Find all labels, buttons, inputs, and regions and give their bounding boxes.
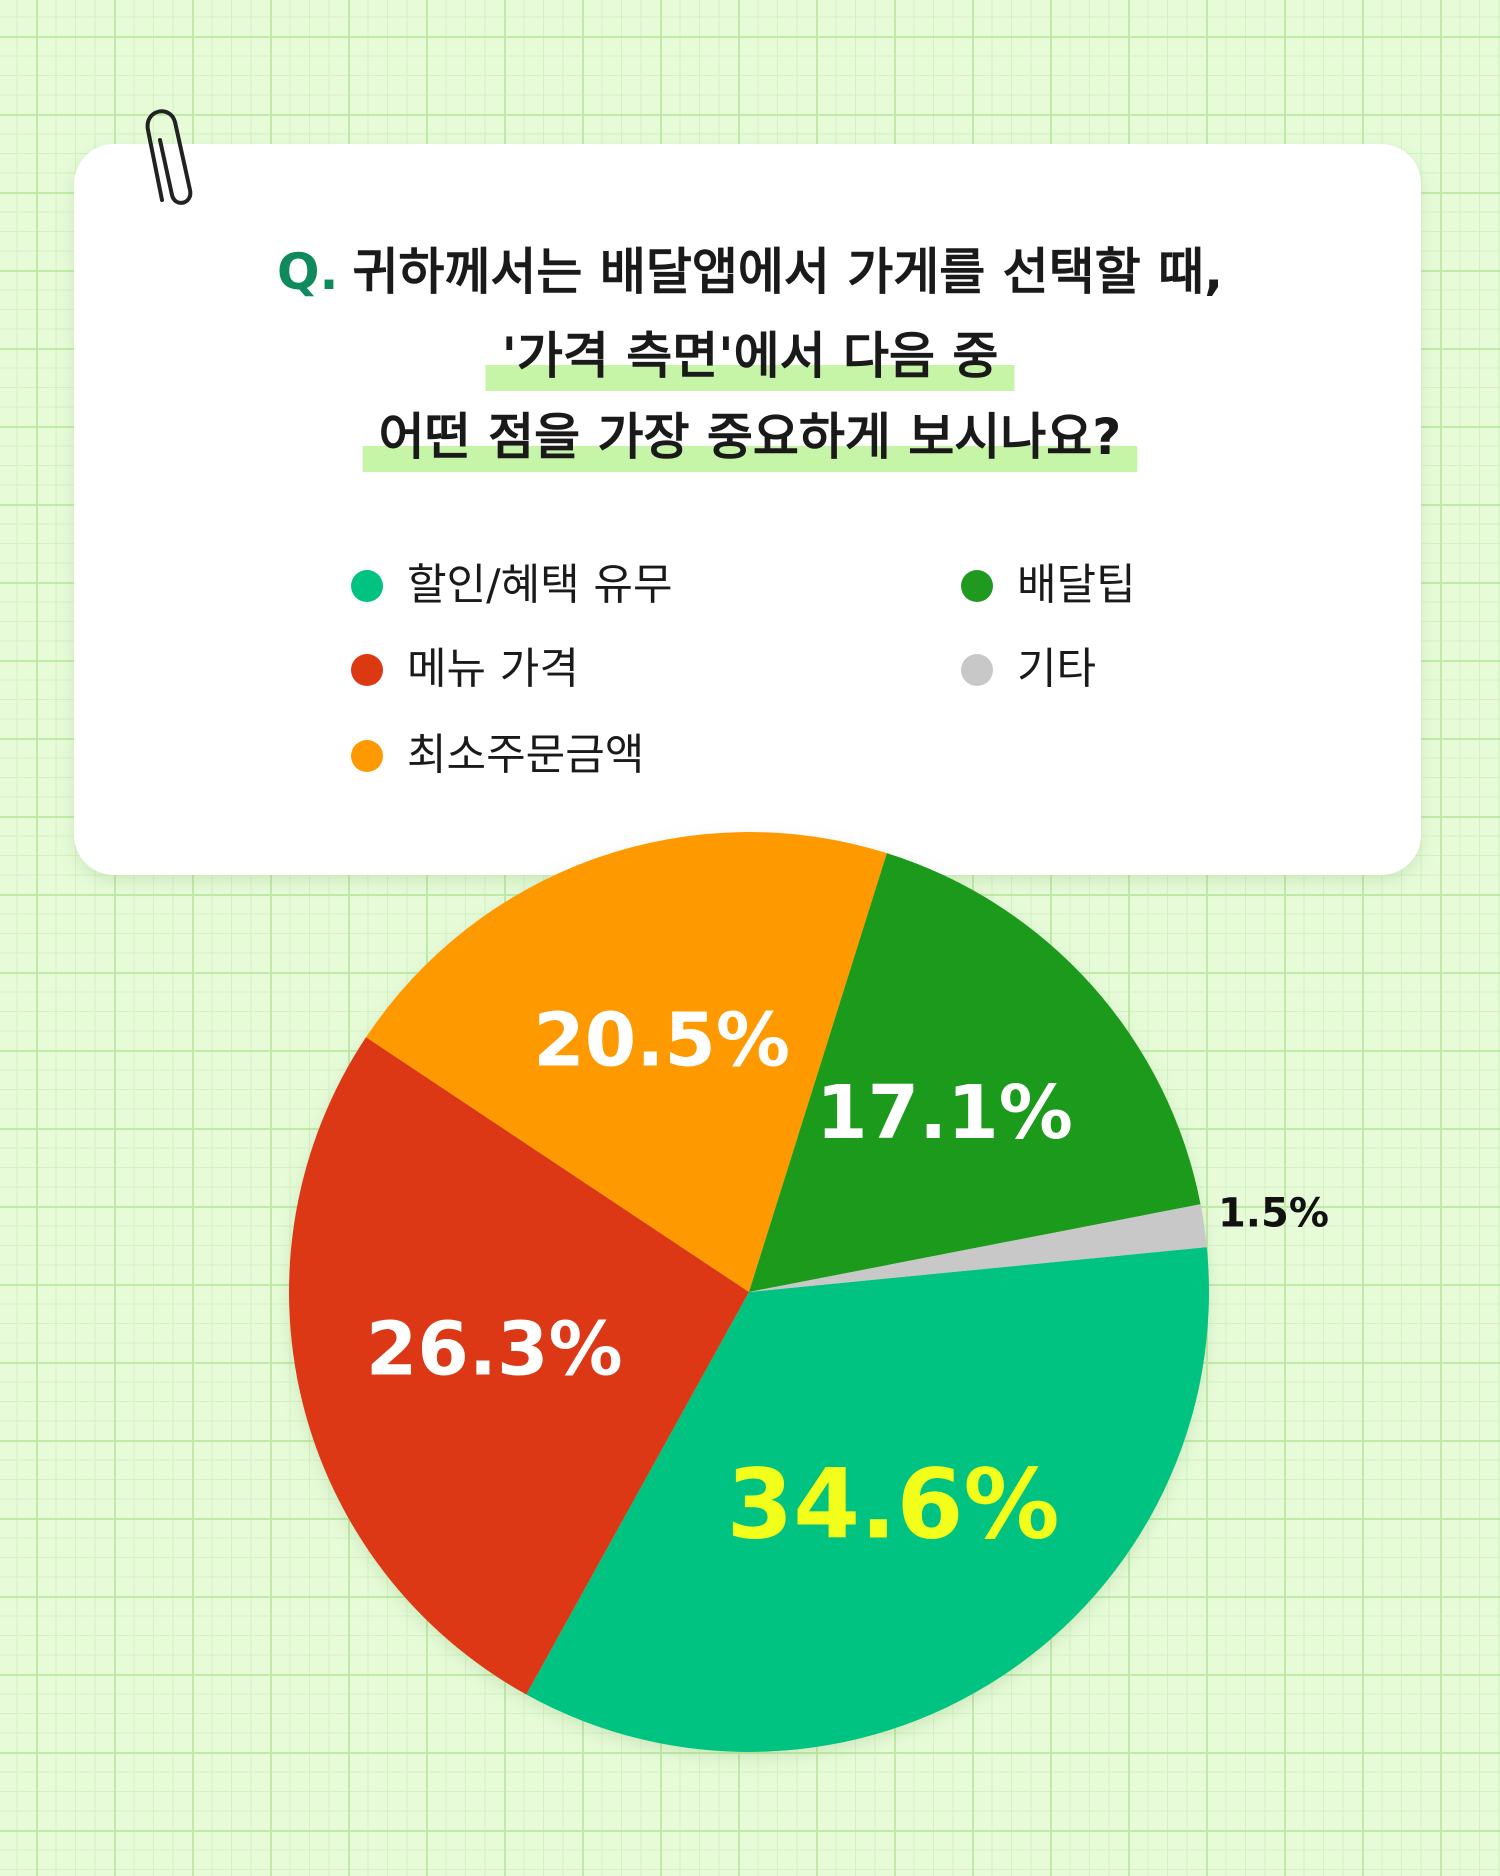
legend-swatch [351, 570, 383, 602]
title-highlight [485, 365, 1015, 391]
title-text: '가격 측면'에서 다음 중 [502, 327, 999, 385]
legend-swatch [351, 740, 383, 772]
pie-slice [288, 1037, 749, 1695]
value-label: 26.3% [366, 1307, 623, 1393]
pie-slice [749, 1204, 1207, 1292]
legend-label: 메뉴 가격 [407, 645, 579, 695]
legend-swatch [961, 570, 993, 602]
title-group: Q. 귀하께서는 배달앱에서 가게를 선택할 때, '가격 측면'에서 다음 중어떤… [277, 243, 1223, 472]
title-line: '가격 측면'에서 다음 중 [502, 327, 999, 385]
pie-slice [526, 1247, 1209, 1752]
value-labels: 34.6% 26.3% 20.5% 17.1% 1.5% [366, 997, 1329, 1560]
legend-label: 배달팁 [1017, 561, 1136, 611]
question-prefix: Q. [277, 243, 339, 301]
legend-label: 할인/혜택 유무 [407, 561, 673, 611]
title-highlight [362, 446, 1138, 472]
value-label: 1.5% [1218, 1190, 1329, 1236]
pie-chart [288, 832, 1209, 1752]
legend-swatch [351, 654, 383, 686]
value-label: 34.6% [727, 1448, 1060, 1560]
title-text: 어떤 점을 가장 중요하게 보시나요? [379, 408, 1122, 466]
title-line: 어떤 점을 가장 중요하게 보시나요? [379, 408, 1122, 466]
value-label: 20.5% [533, 997, 790, 1083]
value-label: 17.1% [816, 1070, 1073, 1156]
title-line: Q. 귀하께서는 배달앱에서 가게를 선택할 때, [277, 243, 1223, 301]
title-text: 귀하께서는 배달앱에서 가게를 선택할 때, [352, 243, 1223, 301]
legend-label: 기타 [1017, 645, 1096, 695]
legend-label: 최소주문금액 [407, 731, 644, 781]
legend-swatch [961, 654, 993, 686]
pie-slice [366, 832, 887, 1292]
question-card [74, 144, 1421, 875]
pie-slice [749, 853, 1201, 1292]
paperclip-icon [145, 109, 193, 205]
